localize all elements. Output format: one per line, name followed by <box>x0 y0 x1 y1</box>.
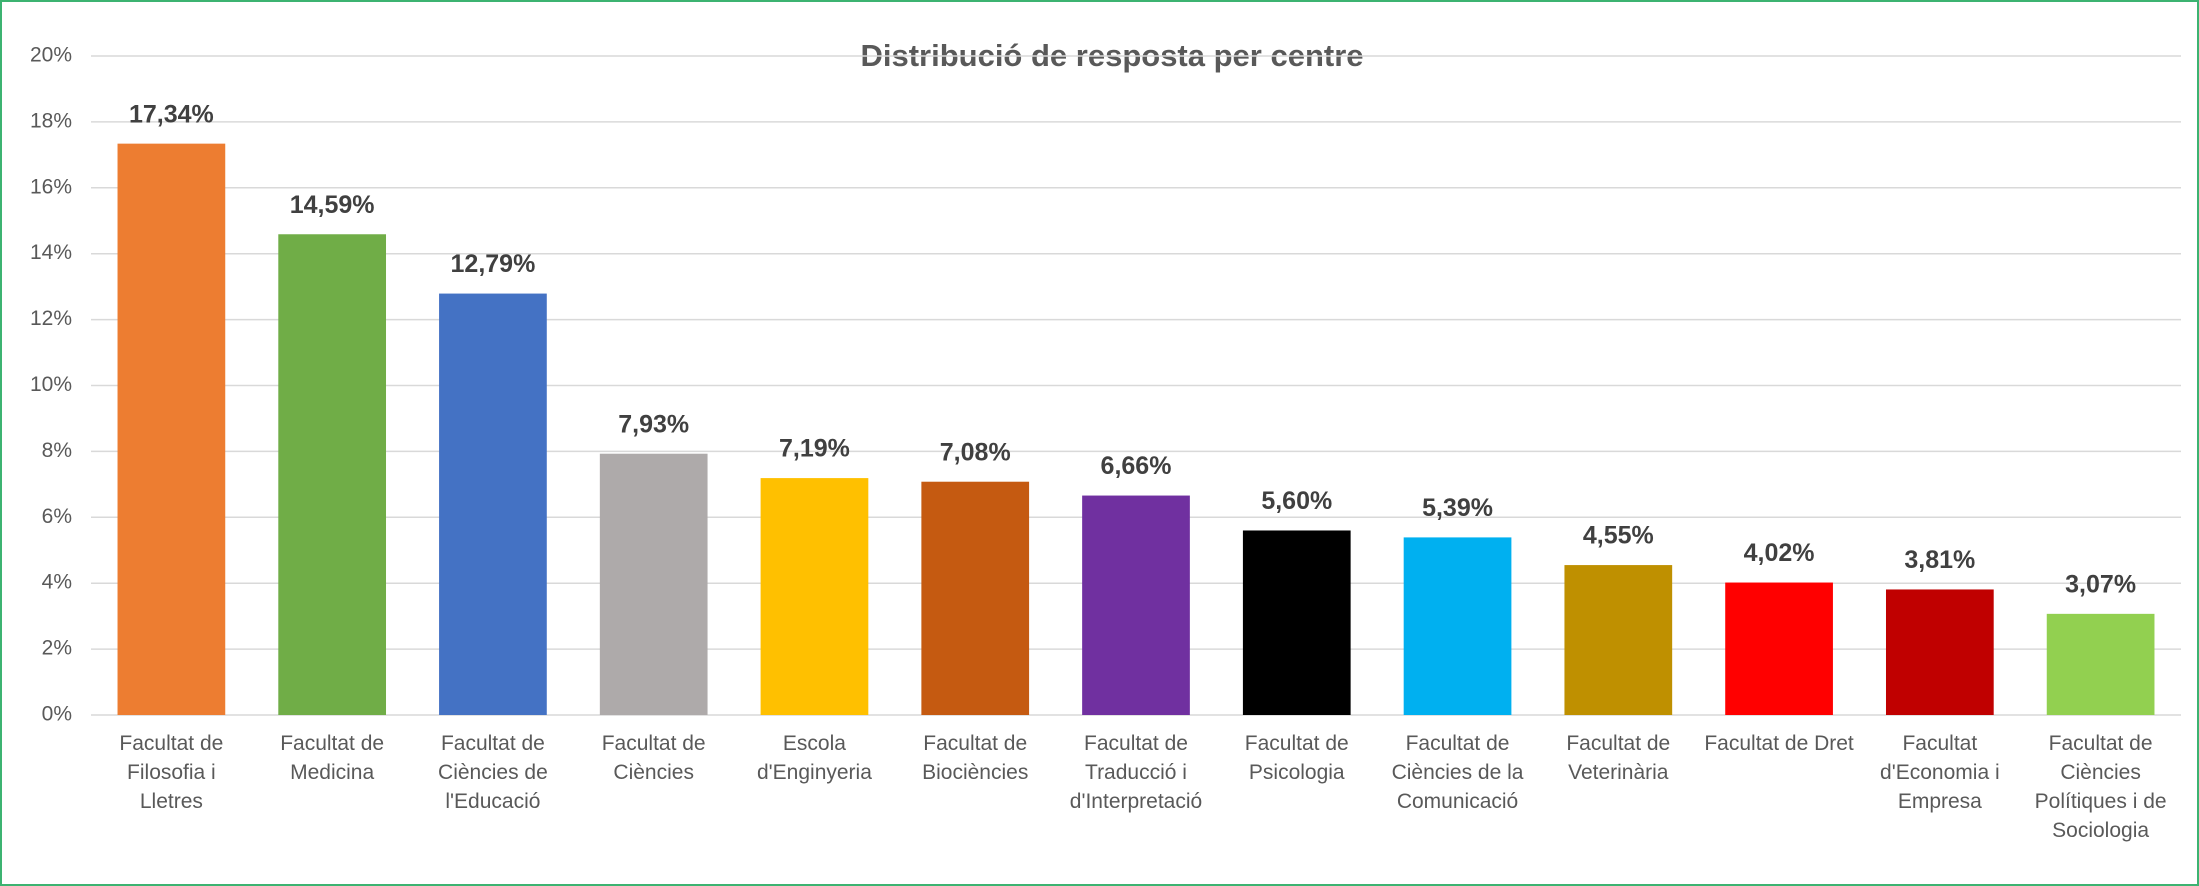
bar <box>1885 589 1994 715</box>
x-tick-label: Facultat de Biociències <box>922 732 1029 784</box>
y-tick-label: 12% <box>30 307 72 330</box>
bar <box>599 453 708 715</box>
data-label: 7,19% <box>779 435 850 463</box>
data-label: 4,55% <box>1583 522 1654 550</box>
y-tick-label: 16% <box>30 175 72 198</box>
data-label: 7,08% <box>940 438 1011 466</box>
x-tick-label: Facultat de Medicina <box>280 732 385 784</box>
x-tick-label: Facultat d'Economia i Empresa <box>1880 732 2000 813</box>
data-label: 14,59% <box>290 191 375 219</box>
bar <box>760 478 869 715</box>
x-tick-label: Facultat de Dret <box>1704 732 1854 755</box>
bar <box>1725 582 1833 715</box>
x-tick-label: Facultat de Psicologia <box>1244 732 1349 784</box>
bar <box>278 234 387 715</box>
bar <box>117 143 226 716</box>
data-label: 5,60% <box>1261 487 1332 515</box>
x-tick-label: Escola d'Enginyeria <box>756 732 872 784</box>
bar <box>2046 613 2155 715</box>
bar <box>921 481 1030 715</box>
data-label: 17,34% <box>129 100 214 128</box>
bar <box>1242 530 1351 715</box>
data-label: 3,81% <box>1904 546 1975 574</box>
data-label: 12,79% <box>451 250 536 278</box>
y-tick-label: 8% <box>42 439 72 462</box>
data-label: 5,39% <box>1422 494 1493 522</box>
bar <box>1403 537 1512 715</box>
y-tick-label: 14% <box>30 241 72 264</box>
y-tick-label: 2% <box>42 637 72 660</box>
data-label: 7,93% <box>618 410 689 438</box>
x-tick-label: Facultat de Traducció i d'Interpretació <box>1069 732 1203 813</box>
x-tick-label: Facultat de Filosofia i Lletres <box>119 732 224 813</box>
bar <box>1082 495 1190 715</box>
x-tick-label: Facultat de Ciències de la Comunicació <box>1391 732 1524 813</box>
y-tick-label: 4% <box>42 571 72 594</box>
bar <box>439 293 547 715</box>
x-tick-label: Facultat de Ciències Polítiques i de Soc… <box>2034 732 2167 842</box>
y-tick-label: 10% <box>30 373 72 396</box>
y-tick-label: 20% <box>30 44 72 67</box>
y-tick-label: 6% <box>42 505 72 528</box>
data-label: 3,07% <box>2065 570 2136 598</box>
data-label: 4,02% <box>1744 539 1815 567</box>
data-label: 6,66% <box>1101 452 1172 480</box>
x-tick-label: Facultat de Ciències <box>601 732 706 784</box>
x-tick-label: Facultat de Veterinària <box>1566 732 1671 784</box>
bar <box>1564 565 1673 715</box>
y-tick-label: 0% <box>42 703 72 726</box>
y-tick-label: 18% <box>30 109 72 132</box>
x-tick-label: Facultat de Ciències de l'Educació <box>438 732 548 813</box>
